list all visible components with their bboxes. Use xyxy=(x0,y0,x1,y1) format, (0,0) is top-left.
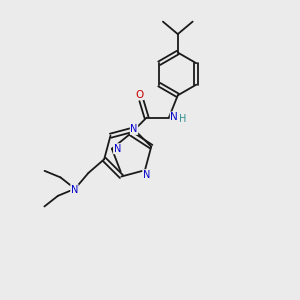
Text: N: N xyxy=(71,185,78,195)
Text: N: N xyxy=(113,144,121,154)
Text: H: H xyxy=(179,114,187,124)
Text: N: N xyxy=(143,170,150,180)
Text: O: O xyxy=(136,90,144,100)
Text: N: N xyxy=(170,112,178,122)
Text: N: N xyxy=(130,124,138,134)
